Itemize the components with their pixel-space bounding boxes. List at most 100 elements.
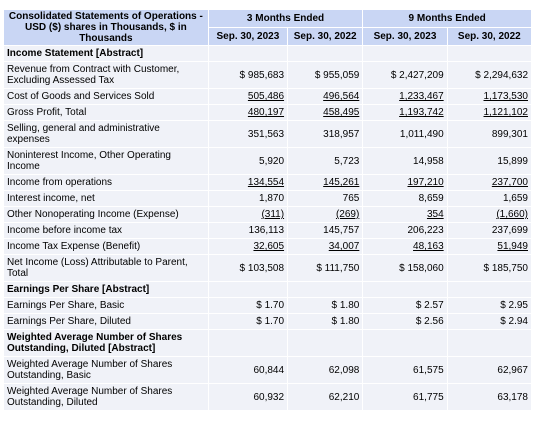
cell-value: $ 2.57 — [363, 298, 447, 313]
cell-value: 206,223 — [363, 223, 447, 238]
cell-value: 318,957 — [288, 121, 363, 147]
cell-value: 197,210 — [363, 175, 447, 190]
cell-value: $ 111,750 — [288, 255, 363, 281]
row-label: Gross Profit, Total — [4, 105, 208, 120]
row-label: Weighted Average Number of Shares Outsta… — [4, 330, 208, 356]
cell-value: 765 — [288, 191, 363, 206]
row-label: Revenue from Contract with Customer, Exc… — [4, 62, 208, 88]
cell-value: $ 1.70 — [208, 314, 288, 329]
cell-value: $ 1.80 — [288, 314, 363, 329]
table-row: Income before income tax 136,113 145,757… — [4, 223, 531, 238]
row-label: Selling, general and administrative expe… — [4, 121, 208, 147]
cell-value: (269) — [288, 207, 363, 222]
row-label: Weighted Average Number of Shares Outsta… — [4, 357, 208, 383]
date-header-9m-2022: Sep. 30, 2022 — [447, 28, 531, 45]
table-row: Gross Profit, Total 480,197 458,495 1,19… — [4, 105, 531, 120]
cell-value: 496,564 — [288, 89, 363, 104]
table-row: Weighted Average Number of Shares Outsta… — [4, 384, 531, 410]
cell-value: 134,554 — [208, 175, 288, 190]
row-label: Earnings Per Share [Abstract] — [4, 282, 208, 297]
cell-value: 480,197 — [208, 105, 288, 120]
table-row: Other Nonoperating Income (Expense) (311… — [4, 207, 531, 222]
row-label: Income from operations — [4, 175, 208, 190]
cell-value: 61,775 — [363, 384, 447, 410]
row-label: Earnings Per Share, Basic — [4, 298, 208, 313]
cell-value: $ 158,060 — [363, 255, 447, 281]
cell-value: 62,098 — [288, 357, 363, 383]
cell-value — [447, 282, 531, 297]
cell-value: $ 2.95 — [447, 298, 531, 313]
table-row: Selling, general and administrative expe… — [4, 121, 531, 147]
cell-value: $ 985,683 — [208, 62, 288, 88]
table-row: Weighted Average Number of Shares Outsta… — [4, 330, 531, 356]
cell-value: 237,699 — [447, 223, 531, 238]
table-row: Weighted Average Number of Shares Outsta… — [4, 357, 531, 383]
cell-value: 145,757 — [288, 223, 363, 238]
table-title: Consolidated Statements of Operations - … — [4, 10, 208, 45]
cell-value: $ 2.56 — [363, 314, 447, 329]
cell-value — [288, 282, 363, 297]
table-row: Income from operations 134,554 145,261 1… — [4, 175, 531, 190]
cell-value: (1,660) — [447, 207, 531, 222]
cell-value — [447, 330, 531, 356]
cell-value: 60,932 — [208, 384, 288, 410]
cell-value: 136,113 — [208, 223, 288, 238]
date-header-3m-2022: Sep. 30, 2022 — [288, 28, 363, 45]
cell-value: 61,575 — [363, 357, 447, 383]
cell-value — [208, 46, 288, 61]
cell-value: 505,486 — [208, 89, 288, 104]
row-label: Noninterest Income, Other Operating Inco… — [4, 148, 208, 174]
cell-value: 32,605 — [208, 239, 288, 254]
table-row: Earnings Per Share, Diluted $ 1.70 $ 1.8… — [4, 314, 531, 329]
cell-value: 34,007 — [288, 239, 363, 254]
cell-value: 8,659 — [363, 191, 447, 206]
cell-value: $ 2,294,632 — [447, 62, 531, 88]
cell-value: 48,163 — [363, 239, 447, 254]
cell-value: 5,723 — [288, 148, 363, 174]
cell-value: 1,233,467 — [363, 89, 447, 104]
row-label: Net Income (Loss) Attributable to Parent… — [4, 255, 208, 281]
table-row: Earnings Per Share [Abstract] — [4, 282, 531, 297]
cell-value: 1,173,530 — [447, 89, 531, 104]
cell-value: 1,870 — [208, 191, 288, 206]
cell-value: 1,659 — [447, 191, 531, 206]
row-label: Weighted Average Number of Shares Outsta… — [4, 384, 208, 410]
period-header-9-months: 9 Months Ended — [363, 10, 531, 27]
row-label: Cost of Goods and Services Sold — [4, 89, 208, 104]
cell-value — [363, 330, 447, 356]
cell-value: 60,844 — [208, 357, 288, 383]
cell-value: 351,563 — [208, 121, 288, 147]
cell-value: $ 1.70 — [208, 298, 288, 313]
date-header-3m-2023: Sep. 30, 2023 — [208, 28, 288, 45]
cell-value — [447, 46, 531, 61]
cell-value — [208, 282, 288, 297]
row-label: Earnings Per Share, Diluted — [4, 314, 208, 329]
table-row: Income Tax Expense (Benefit) 32,605 34,0… — [4, 239, 531, 254]
table-row: Noninterest Income, Other Operating Inco… — [4, 148, 531, 174]
cell-value: 354 — [363, 207, 447, 222]
cell-value: 15,899 — [447, 148, 531, 174]
cell-value: $ 2,427,209 — [363, 62, 447, 88]
cell-value — [288, 46, 363, 61]
table-row: Income Statement [Abstract] — [4, 46, 531, 61]
cell-value: 51,949 — [447, 239, 531, 254]
cell-value: 458,495 — [288, 105, 363, 120]
cell-value: 1,011,490 — [363, 121, 447, 147]
cell-value — [208, 330, 288, 356]
row-label: Income Tax Expense (Benefit) — [4, 239, 208, 254]
table-row: Earnings Per Share, Basic $ 1.70 $ 1.80 … — [4, 298, 531, 313]
cell-value — [363, 282, 447, 297]
cell-value: 62,967 — [447, 357, 531, 383]
date-header-9m-2023: Sep. 30, 2023 — [363, 28, 447, 45]
row-label: Other Nonoperating Income (Expense) — [4, 207, 208, 222]
cell-value: 5,920 — [208, 148, 288, 174]
cell-value: 1,121,102 — [447, 105, 531, 120]
cell-value: $ 1.80 — [288, 298, 363, 313]
cell-value: $ 955,059 — [288, 62, 363, 88]
cell-value: $ 185,750 — [447, 255, 531, 281]
row-label: Interest income, net — [4, 191, 208, 206]
period-header-3-months: 3 Months Ended — [208, 10, 363, 27]
table-row: Cost of Goods and Services Sold 505,486 … — [4, 89, 531, 104]
cell-value — [288, 330, 363, 356]
cell-value: 237,700 — [447, 175, 531, 190]
